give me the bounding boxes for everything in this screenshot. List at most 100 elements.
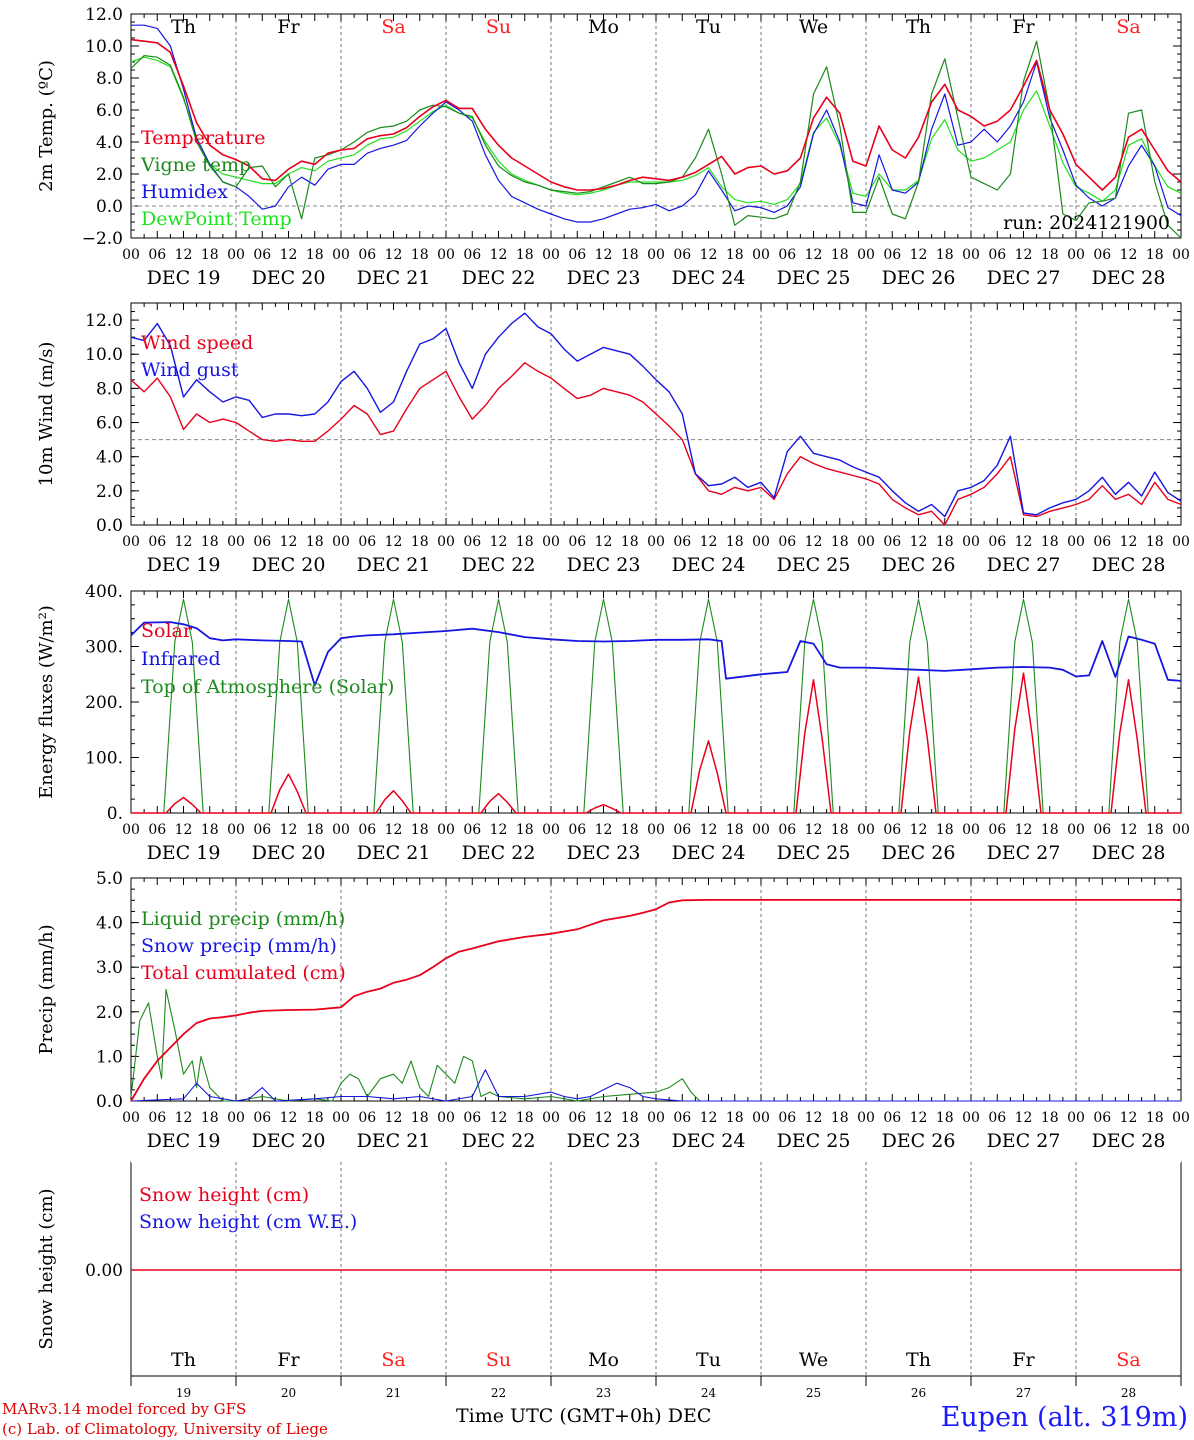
hour-label: 00: [122, 822, 140, 838]
hour-label: 18: [1146, 247, 1164, 263]
hour-label: 00: [227, 534, 245, 550]
hour-label: 18: [411, 534, 429, 550]
hour-label: 18: [201, 534, 219, 550]
series-red-line: [130, 899, 1181, 1102]
y-axis-label: Snow height (cm): [36, 1188, 57, 1349]
weekday-label: We: [799, 1349, 828, 1371]
weekday-label: Sa: [1116, 16, 1140, 38]
hour-label: 12: [385, 1110, 403, 1126]
hour-label: 18: [306, 1110, 324, 1126]
y-axis-label: 10m Wind (m/s): [36, 342, 57, 487]
hour-label: 18: [726, 534, 744, 550]
hour-label: 18: [621, 822, 639, 838]
hour-label: 00: [437, 247, 455, 263]
date-label: DEC 24: [672, 554, 746, 576]
hour-label: 18: [726, 1110, 744, 1126]
date-label: DEC 22: [462, 554, 536, 576]
weekday-label: Sa: [381, 1349, 405, 1371]
date-label: DEC 21: [357, 842, 431, 864]
hour-label: 12: [385, 534, 403, 550]
date-label: DEC 25: [777, 1130, 851, 1152]
hour-label: 18: [201, 247, 219, 263]
y-tick-label: 0.0: [96, 516, 123, 536]
weekday-label: Th: [906, 16, 931, 38]
toa-solar-line: [236, 598, 341, 814]
toa-solar-line: [1076, 598, 1181, 814]
y-tick-label: 4.0: [96, 133, 123, 153]
date-label: DEC 24: [672, 267, 746, 289]
y-tick-label: 4.0: [96, 914, 123, 934]
solar-line: [971, 672, 1076, 814]
weekday-label: Th: [171, 1349, 196, 1371]
hour-label: 06: [883, 1110, 901, 1126]
hour-label: 18: [1041, 247, 1059, 263]
hour-label: 00: [437, 1110, 455, 1126]
date-label: DEC 28: [1092, 1130, 1166, 1152]
hour-label: 12: [1015, 1110, 1033, 1126]
day-number-label: 27: [1016, 1386, 1031, 1400]
weekday-label: We: [799, 16, 828, 38]
date-label: DEC 23: [567, 842, 641, 864]
toa-solar-line: [971, 598, 1076, 814]
weekday-label: Su: [486, 1349, 511, 1371]
y-tick-label: 3.0: [96, 958, 123, 978]
hour-label: 06: [988, 1110, 1006, 1126]
solar-line: [236, 773, 341, 814]
hour-label: 12: [700, 247, 718, 263]
legend-entry: Solar: [141, 620, 193, 642]
hour-label: 12: [490, 247, 508, 263]
hour-label: 12: [595, 822, 613, 838]
y-tick-label: 4.0: [96, 448, 123, 468]
hour-label: 12: [595, 247, 613, 263]
hour-label: 18: [516, 822, 534, 838]
hour-label: 12: [280, 247, 298, 263]
date-label: DEC 22: [462, 842, 536, 864]
energy-flux-panel: 0. 100. 200. 300. 400. Energy fluxes (W/m²) So…: [36, 582, 1190, 864]
weekday-label: Sa: [1116, 1349, 1140, 1371]
wind-panel: 0.0 2.0 4.0 6.0 8.0 10.0 12.0 10m Wind (m/s) Win…: [36, 302, 1190, 576]
date-label: DEC 26: [882, 1130, 956, 1152]
hour-label: 06: [568, 822, 586, 838]
hour-label: 18: [411, 822, 429, 838]
day-number-label: 26: [911, 1386, 926, 1400]
hour-label: 00: [122, 1110, 140, 1126]
hour-label: 00: [1067, 1110, 1085, 1126]
toa-solar-line: [551, 598, 656, 814]
hour-label: 18: [306, 534, 324, 550]
hour-label: 06: [883, 247, 901, 263]
date-label: DEC 21: [357, 1130, 431, 1152]
hour-label: 00: [962, 534, 980, 550]
date-label: DEC 26: [882, 554, 956, 576]
hour-label: 06: [988, 822, 1006, 838]
y-tick-label: −2.0: [82, 229, 123, 249]
solar-line: [1076, 679, 1181, 814]
date-label: DEC 23: [567, 267, 641, 289]
run-label: run: 2024121900: [1003, 212, 1170, 234]
y-tick-label: 2.0: [96, 1003, 123, 1023]
solar-line: [446, 792, 551, 814]
hour-label: 00: [647, 822, 665, 838]
series-blue-line: [130, 1069, 1181, 1102]
y-tick-label: 0.0: [96, 197, 123, 217]
y-tick-label: 8.0: [96, 69, 123, 89]
hour-label: 00: [332, 822, 350, 838]
toa-solar-line: [866, 598, 971, 814]
hour-label: 18: [831, 1110, 849, 1126]
y-tick-label: 1.0: [96, 1047, 123, 1067]
hour-label: 18: [516, 534, 534, 550]
legend-entry: Temperature: [141, 127, 265, 149]
hour-label: 18: [1146, 822, 1164, 838]
hour-label: 12: [280, 1110, 298, 1126]
y-tick-label: 6.0: [96, 101, 123, 121]
weekday-label: Th: [906, 1349, 931, 1371]
hour-label: 06: [883, 534, 901, 550]
hour-label: 12: [805, 822, 823, 838]
date-label: DEC 23: [567, 554, 641, 576]
hour-label: 06: [463, 247, 481, 263]
hour-label: 06: [778, 822, 796, 838]
hour-label: 00: [542, 534, 560, 550]
snow-panel: 0.00 Snow height (cm) Snow height (cm) Snow…: [36, 1161, 1182, 1400]
hour-label: 12: [175, 534, 193, 550]
weekday-label: Mo: [588, 1349, 619, 1371]
y-tick-label: 0.0: [96, 1092, 123, 1112]
